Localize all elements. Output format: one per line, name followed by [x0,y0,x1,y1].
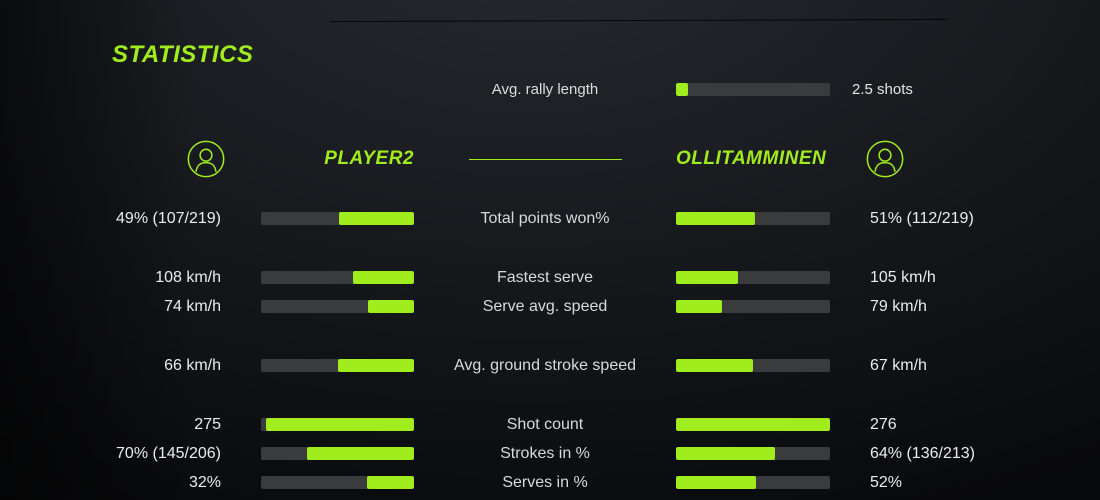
stat-row: 74 km/h Serve avg. speed 79 km/h [0,292,1100,321]
right-value: 51% (112/219) [870,209,974,227]
stat-row: 108 km/h Fastest serve 105 km/h [0,263,1100,292]
left-player-avatar-icon [187,140,225,178]
stat-label: Total points won% [480,209,610,227]
left-value: 275 [194,415,221,433]
page-title: STATISTICS [112,41,254,68]
rally-row: Avg. rally length 2.5 shots [0,76,1100,102]
left-value: 108 km/h [155,268,221,286]
stat-label: Shot count [506,415,584,433]
right-bar-fill [676,418,830,431]
left-value: 49% (107/219) [116,209,221,227]
left-bar [261,300,414,313]
right-value: 52% [870,473,903,491]
rally-bar [676,82,830,96]
left-bar-fill [337,359,414,372]
stat-label: Avg. ground stroke speed [453,356,637,374]
right-bar-fill [676,359,753,372]
right-bar-fill [676,476,757,489]
rally-bar-fill [676,82,689,96]
right-bar [676,212,830,225]
stat-row: 32% Serves in % 52% [0,468,1100,497]
left-bar-fill [339,212,414,225]
header-divider-cell [414,158,676,160]
stat-label: Serve avg. speed [482,297,608,315]
rally-label: Avg. rally length [491,80,599,98]
stat-label: Fastest serve [496,268,594,286]
left-bar [261,476,414,489]
rally-value: 2.5 shots [852,80,913,98]
right-bar [676,418,830,431]
players-header: PLAYER2 OLLITAMMINEN [0,138,1100,180]
left-bar [261,212,414,225]
right-bar [676,476,830,489]
left-bar-fill [368,300,414,313]
right-bar [676,447,830,460]
stat-row: 70% (145/206) Strokes in % 64% (136/213) [0,439,1100,468]
right-value: 79 km/h [870,297,927,315]
left-value: 66 km/h [164,356,221,374]
right-bar-fill [676,300,723,313]
left-value: 70% (145/206) [116,444,221,462]
left-player-name: PLAYER2 [324,148,414,169]
right-bar-fill [676,271,738,284]
stat-label: Serves in % [502,473,588,491]
left-value: 32% [188,473,221,491]
left-bar [261,418,414,431]
right-value: 276 [870,415,897,433]
left-value: 74 km/h [164,297,221,315]
left-bar [261,271,414,284]
right-bar [676,359,830,372]
left-bar-fill [352,271,414,284]
stat-row: 66 km/h Avg. ground stroke speed 67 km/h [0,351,1100,380]
right-value: 64% (136/213) [870,444,975,462]
stat-row: 49% (107/219) Total points won% 51% (112… [0,204,1100,233]
stats-rows: 49% (107/219) Total points won% 51% (112… [0,204,1100,497]
left-bar-fill [366,476,414,489]
right-bar-fill [676,212,755,225]
right-value: 105 km/h [870,268,936,286]
right-value: 67 km/h [870,356,927,374]
left-bar-fill [306,447,414,460]
left-bar [261,359,414,372]
right-player-avatar-icon [866,140,904,178]
left-bar [261,447,414,460]
stat-label: Strokes in % [500,444,590,462]
right-bar [676,300,830,313]
right-bar [676,271,830,284]
stat-row: 275 Shot count 276 [0,410,1100,439]
right-bar-fill [676,447,775,460]
center-divider-line [468,158,622,160]
left-bar-fill [265,418,414,431]
right-player-name: OLLITAMMINEN [676,148,827,169]
top-divider-line [330,18,948,23]
